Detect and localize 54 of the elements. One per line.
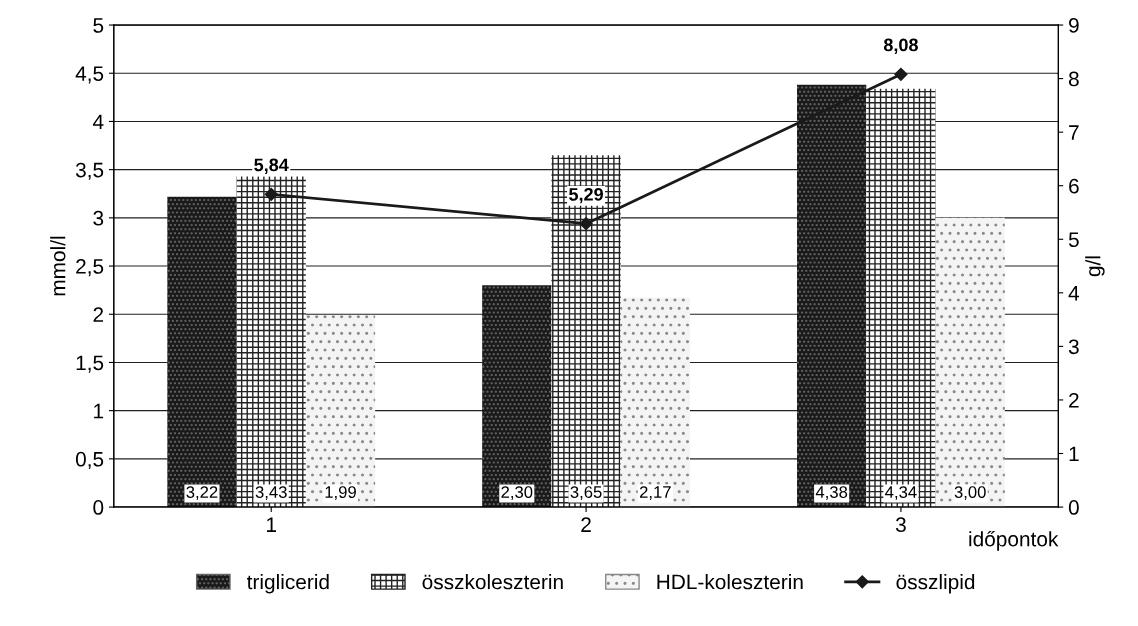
y-tick-label: 3,5 <box>75 162 104 180</box>
data-label: 2,17 <box>639 486 671 500</box>
point <box>894 67 908 81</box>
x-tick-label: 2 <box>581 517 591 532</box>
y-axis-title: mmol/l <box>50 236 66 296</box>
y-tick-label: 4 <box>92 114 104 129</box>
y2-tick-label: 5 <box>1068 232 1079 248</box>
data-label: 2,30 <box>501 486 533 500</box>
y-tick-label: 0,5 <box>75 451 104 470</box>
data-label: 3,22 <box>186 486 218 500</box>
legend-label: összlipid <box>896 574 975 594</box>
x-axis-title: időpontok <box>969 530 1059 551</box>
y-tick-label: 2,5 <box>76 259 104 277</box>
y-tick-label: 5 <box>93 18 104 33</box>
data-label: 5,29 <box>569 187 603 204</box>
data-label: 8,08 <box>883 38 918 54</box>
y2-tick-label: 6 <box>1069 178 1079 194</box>
y2-tick-label: 2 <box>1069 392 1079 408</box>
y2-tick-label: 8 <box>1068 71 1079 87</box>
point <box>579 217 593 231</box>
bar <box>866 88 936 508</box>
data-label: 3,00 <box>954 486 986 500</box>
y2-tick-label: 7 <box>1069 125 1079 140</box>
x-tick-label: 3 <box>895 517 906 533</box>
y2-tick-label: 4 <box>1068 286 1080 301</box>
bar <box>797 84 867 508</box>
bar <box>305 315 376 508</box>
legend-label: triglicerid <box>246 574 329 594</box>
data-label: 3,43 <box>255 486 287 500</box>
y-tick-label: 2 <box>93 307 104 322</box>
data-label: 4,38 <box>815 486 848 500</box>
data-label: 3,65 <box>570 486 602 500</box>
data-label: 5,84 <box>254 158 289 174</box>
x-tick-label: 1 <box>267 517 276 532</box>
y-tick-label: 4,5 <box>75 66 104 84</box>
data-label: 4,34 <box>885 486 917 500</box>
y2-axis-title: g/l <box>1085 256 1105 277</box>
y2-tick-label: 9 <box>1069 18 1079 33</box>
y2-tick-label: 1 <box>1069 446 1079 462</box>
y-tick-label: 1 <box>94 403 104 419</box>
legend-label: összkoleszterin <box>422 574 563 590</box>
y2-tick-label: 3 <box>1068 339 1079 355</box>
y-tick-label: 1,5 <box>76 355 104 373</box>
bar <box>482 285 552 508</box>
bar <box>167 196 237 508</box>
bar <box>935 217 1005 508</box>
y2-tick-label: 0 <box>1068 500 1079 515</box>
legend-label: HDL-koleszterin <box>657 574 803 590</box>
data-label: 1,99 <box>325 486 356 500</box>
point <box>264 187 278 201</box>
y-tick-label: 3 <box>93 210 104 226</box>
y-tick-label: 0 <box>93 500 104 515</box>
bar <box>620 297 690 508</box>
bar <box>551 155 621 508</box>
